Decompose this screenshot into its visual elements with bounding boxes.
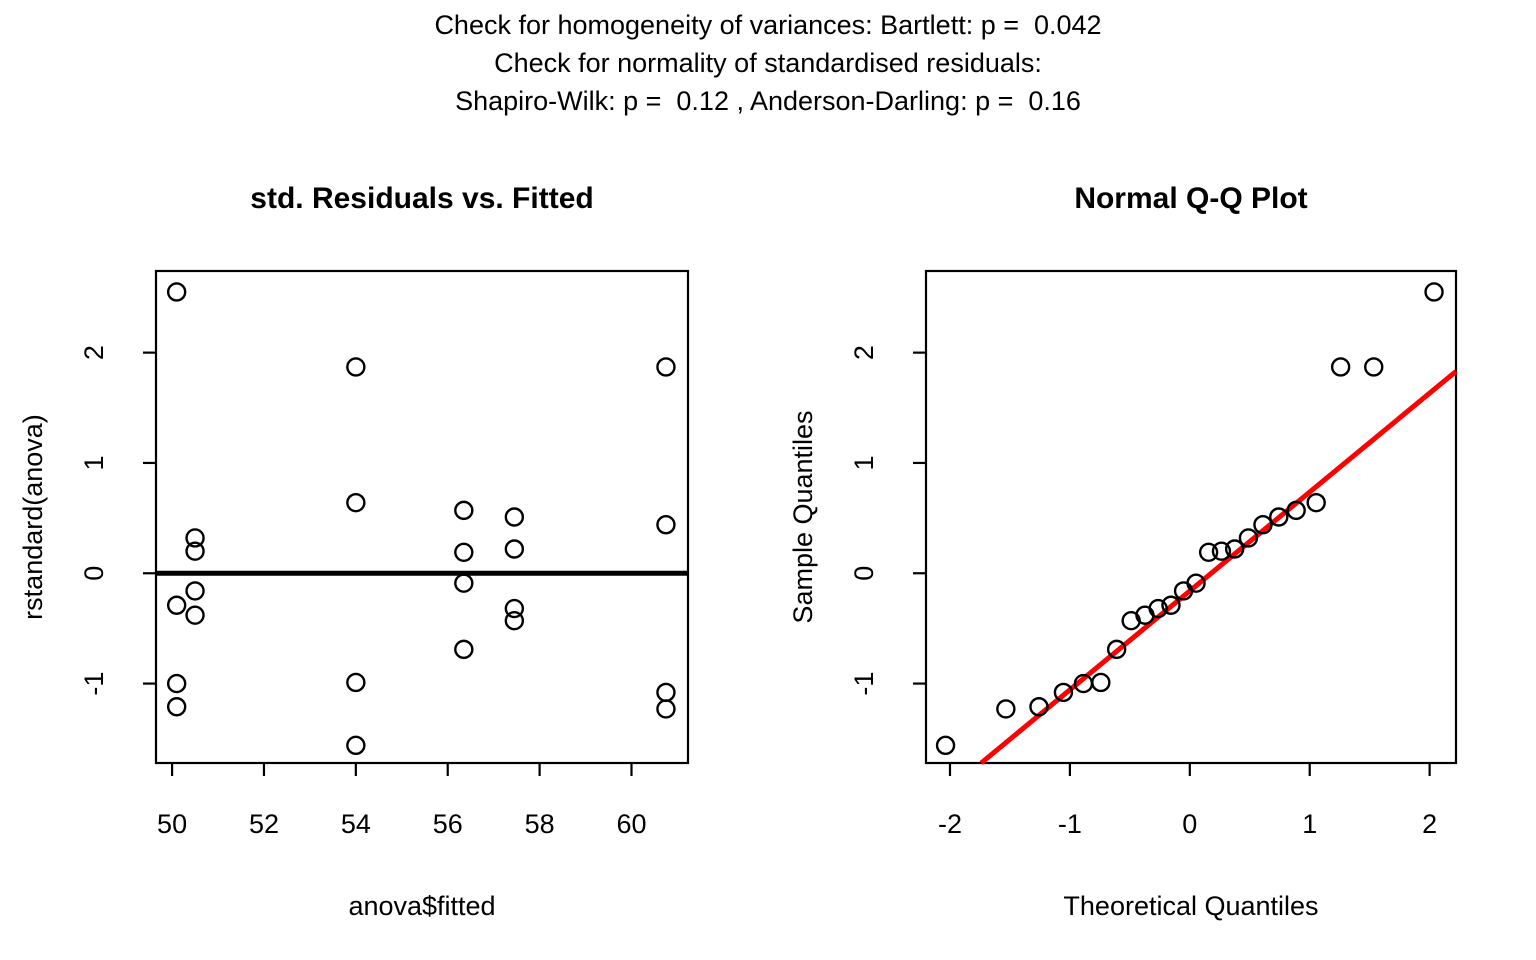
data-point <box>166 673 187 694</box>
data-point <box>346 492 366 513</box>
data-point <box>346 735 366 756</box>
data-point <box>504 610 525 631</box>
data-point <box>1424 282 1444 302</box>
data-point <box>185 605 205 625</box>
data-point <box>1253 515 1273 535</box>
data-point <box>166 282 187 302</box>
data-point <box>935 735 956 756</box>
data-point <box>504 507 525 527</box>
bartlett-test-line: Check for homogeneity of variances: Bart… <box>434 10 1102 40</box>
data-point <box>1286 500 1306 521</box>
data-point <box>656 515 676 535</box>
y-tick-label: 0 <box>849 566 879 581</box>
chart-title: Normal Q-Q Plot <box>1074 182 1307 215</box>
data-point <box>1211 541 1232 561</box>
x-tick-label: 58 <box>525 809 555 839</box>
data-point <box>996 699 1016 719</box>
x-tick-label: 2 <box>1422 809 1437 839</box>
y-axis-label: Sample Quantiles <box>788 410 818 623</box>
data-point <box>1198 542 1219 563</box>
data-point <box>346 357 366 377</box>
data-point <box>185 581 205 601</box>
x-tick-label: 0 <box>1182 809 1197 839</box>
y-tick-label: 2 <box>79 345 109 360</box>
qq-reference-line <box>979 369 1458 765</box>
data-point <box>346 672 366 693</box>
x-tick-label: 52 <box>249 809 279 839</box>
data-point <box>504 598 525 619</box>
y-tick-label: -1 <box>849 672 879 696</box>
y-tick-label: 0 <box>79 566 109 581</box>
data-point <box>1238 528 1259 548</box>
data-point <box>1269 507 1289 527</box>
data-point <box>1186 573 1206 593</box>
data-point <box>1106 639 1127 660</box>
diagnostics-header: Check for homogeneity of variances: Bart… <box>0 0 1536 120</box>
data-point <box>1364 357 1384 377</box>
data-point <box>166 697 187 717</box>
y-tick-label: 1 <box>849 455 879 470</box>
x-axis-label: Theoretical Quantiles <box>1063 891 1318 921</box>
x-tick-label: 60 <box>616 809 646 839</box>
normality-test-line: Check for normality of standardised resi… <box>494 48 1042 78</box>
y-tick-label: 1 <box>79 455 109 470</box>
y-tick-label: 2 <box>849 345 879 360</box>
data-point <box>656 682 676 703</box>
data-point <box>656 357 676 377</box>
data-point <box>185 528 205 548</box>
residuals-vs-fitted-chart: std. Residuals vs. Fitted 50 52 54 56 58 60 -1 0… <box>18 182 690 921</box>
x-tick-label: 1 <box>1302 809 1317 839</box>
shapiro-anderson-line: Shapiro-Wilk: p = 0.12 , Anderson-Darlin… <box>455 86 1081 116</box>
x-tick-label: 56 <box>433 809 463 839</box>
data-point <box>454 500 474 521</box>
data-point <box>504 539 525 559</box>
data-point <box>1053 682 1074 703</box>
data-point <box>454 639 474 660</box>
plot-box <box>924 269 1458 765</box>
plot-box <box>154 269 690 765</box>
data-point <box>1091 672 1111 693</box>
y-axis-label: rstandard(anova) <box>18 414 48 620</box>
x-tick-label: -1 <box>1058 809 1082 839</box>
chart-title: std. Residuals vs. Fitted <box>250 182 593 215</box>
normal-qq-plot-chart: Normal Q-Q Plot -2 -1 0 1 2 -1 0 1 2 Theoretical Q… <box>788 182 1458 921</box>
data-point <box>166 595 187 615</box>
x-tick-label: -2 <box>938 809 962 839</box>
data-point <box>454 542 474 563</box>
data-point <box>1224 539 1245 559</box>
data-point <box>1306 492 1326 513</box>
data-point <box>656 699 676 719</box>
y-tick-label: -1 <box>79 672 109 696</box>
x-tick-label: 54 <box>341 809 371 839</box>
data-point <box>1330 357 1351 377</box>
data-point <box>1148 598 1168 619</box>
data-point <box>185 541 205 561</box>
data-point <box>1161 595 1181 615</box>
x-axis-label: anova$fitted <box>348 891 495 921</box>
x-tick-label: 50 <box>157 809 187 839</box>
data-point <box>454 573 474 593</box>
data-point <box>1029 697 1049 717</box>
